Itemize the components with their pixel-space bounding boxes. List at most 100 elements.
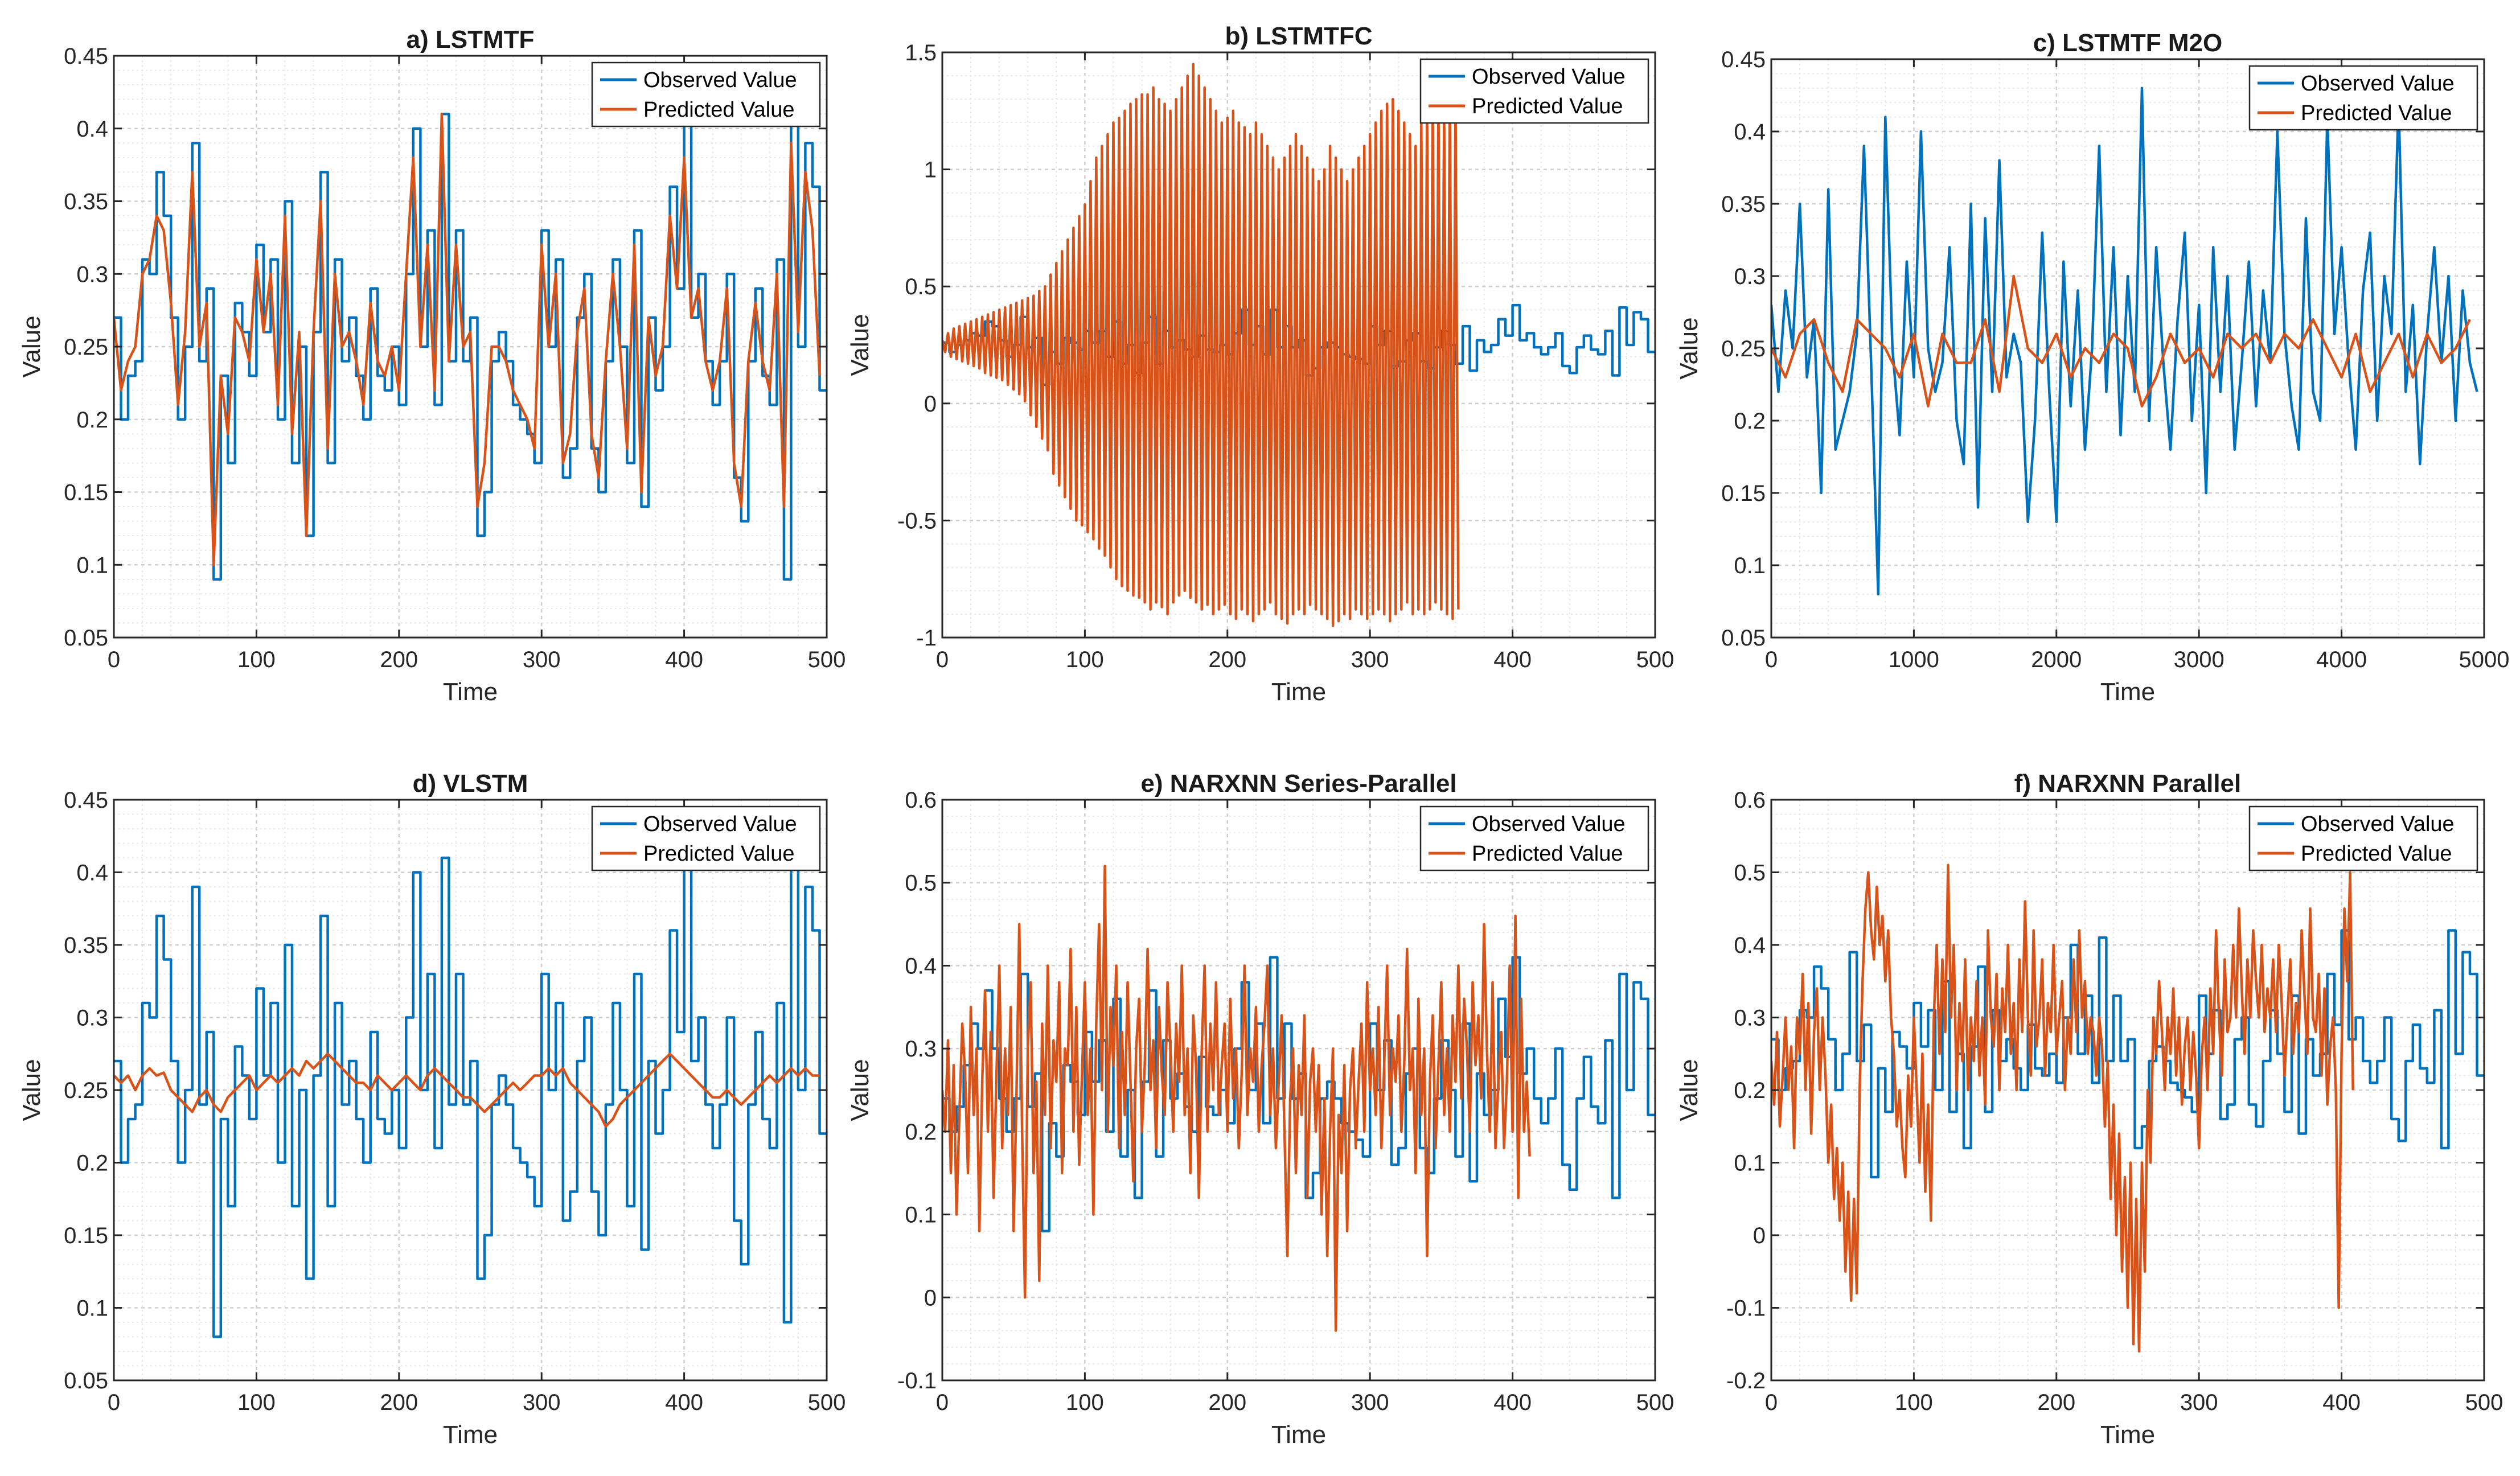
y-tick-label: 0.25 (1721, 336, 1766, 361)
x-tick-label: 100 (237, 647, 276, 672)
y-tick-label: 0.05 (1721, 626, 1766, 651)
x-axis-label: Time (1271, 1421, 1326, 1449)
series-predicted (114, 1052, 820, 1128)
y-tick-label: 0.35 (64, 190, 108, 215)
x-tick-label: 5000 (2459, 647, 2510, 672)
x-tick-label: 0 (936, 647, 949, 672)
x-tick-label: 300 (1351, 647, 1389, 672)
legend-label-observed: Observed Value (2301, 812, 2455, 836)
y-tick-label: -0.5 (897, 508, 937, 533)
y-axis-label: Value (1675, 317, 1703, 379)
y-tick-label: 0.2 (76, 1151, 108, 1176)
y-tick-label: 0.1 (1734, 1151, 1766, 1176)
y-tick-label: 0 (924, 392, 937, 417)
y-tick-label: 1 (924, 158, 937, 183)
panel-title: a) LSTMTF (407, 26, 535, 54)
y-tick-label: 0.6 (905, 788, 937, 813)
x-tick-label: 400 (665, 647, 703, 672)
axes-frame (941, 799, 1656, 1382)
y-tick-label: 0.3 (76, 262, 108, 287)
y-tick-label: 0.3 (905, 1037, 937, 1062)
legend: Observed Value Predicted Value (2248, 805, 2478, 871)
y-tick-label: 0.5 (1734, 861, 1766, 886)
x-tick-label: 100 (237, 1390, 276, 1415)
x-tick-label: 500 (808, 647, 846, 672)
series-predicted (114, 112, 821, 566)
x-axis-label: Time (443, 1421, 498, 1449)
legend-label-observed: Observed Value (643, 812, 797, 836)
x-tick-label: 0 (936, 1390, 949, 1415)
y-tick-label: -0.1 (1726, 1296, 1766, 1321)
x-tick-label: 400 (665, 1390, 703, 1415)
x-tick-label: 400 (1493, 647, 1532, 672)
y-tick-label: 0.3 (76, 1006, 108, 1031)
y-axis-label: Value (1675, 1059, 1703, 1121)
y-tick-label: 0.15 (64, 1223, 108, 1248)
series-observed (1771, 929, 2484, 1179)
y-tick-label: 0.2 (1734, 409, 1766, 434)
x-tick-label: 1000 (1889, 647, 1939, 672)
y-tick-label: 0.05 (64, 1368, 108, 1393)
y-tick-label: 0.2 (1734, 1078, 1766, 1103)
y-tick-label: 0.4 (76, 117, 108, 142)
y-tick-label: 0.4 (905, 953, 937, 978)
legend-box (591, 805, 821, 871)
legend: Observed Value Predicted Value (2248, 65, 2478, 131)
series-observed (1771, 87, 2478, 596)
y-tick-label: 0.4 (1734, 120, 1766, 145)
x-tick-label: 200 (1208, 647, 1246, 672)
x-tick-label: 300 (1351, 1390, 1389, 1415)
series-predicted (942, 865, 1531, 1332)
series-predicted (1771, 274, 2472, 408)
y-axis-label: Value (18, 1059, 46, 1121)
y-tick-label: 0.25 (64, 1078, 108, 1103)
x-tick-label: 0 (1765, 647, 1778, 672)
x-tick-label: 400 (1493, 1390, 1532, 1415)
legend-label-predicted: Predicted Value (1472, 842, 1623, 866)
x-axis-label: Time (1271, 678, 1326, 706)
panel-f: 0 100 200 300 400 500 -0.2 -0.1 0 0.1 0.2 0.3 0.4 0.5… (1675, 770, 2503, 1449)
y-tick-label: 0.45 (64, 788, 108, 813)
y-tick-label: 0 (1753, 1223, 1766, 1248)
x-tick-label: 200 (1208, 1390, 1246, 1415)
y-tick-label: 0.45 (64, 44, 108, 69)
legend-box (1419, 805, 1649, 871)
x-tick-label: 100 (1066, 647, 1104, 672)
x-tick-label: 300 (523, 647, 561, 672)
y-axis-label: Value (18, 315, 46, 377)
panel-e: 0 100 200 300 400 500-0.100.10.20.30.40.50.6e… (846, 770, 1674, 1449)
series-predicted (942, 63, 1460, 627)
y-tick-label: 1.5 (905, 40, 937, 65)
series-predicted (1771, 864, 2354, 1353)
legend: Observed Value Predicted Value (1419, 58, 1649, 124)
legend-label-predicted: Predicted Value (2301, 842, 2452, 866)
y-tick-label: 0.05 (64, 626, 108, 651)
x-tick-label: 300 (523, 1390, 561, 1415)
y-tick-label: 0.6 (1734, 788, 1766, 813)
y-tick-label: 0.1 (1734, 553, 1766, 578)
legend: Observed Value Predicted Value (591, 61, 821, 128)
y-axis-label: Value (846, 314, 874, 376)
panel-b: 0 100 200 300 400 500 -1 -0.5 0 0.5 1 1.5 b) LSTMTFC… (846, 22, 1674, 706)
x-tick-label: 300 (2180, 1390, 2218, 1415)
legend-box (1419, 58, 1649, 124)
x-tick-label: 3000 (2174, 647, 2225, 672)
legend-label-predicted: Predicted Value (643, 842, 794, 866)
legend: Observed Value Predicted Value (1419, 805, 1649, 871)
x-tick-label: 0 (1765, 1390, 1778, 1415)
panel-title: c) LSTMTF M2O (2033, 29, 2222, 57)
x-tick-label: 500 (1636, 1390, 1674, 1415)
y-tick-label: 0 (924, 1285, 937, 1310)
x-tick-label: 200 (380, 1390, 418, 1415)
x-tick-label: 500 (2465, 1390, 2503, 1415)
panel-c: 0 1000 2000 3000 4000 5000 0.05 0.1 0.15 0.2 0.25 0… (1675, 29, 2509, 706)
x-tick-label: 2000 (2031, 647, 2082, 672)
y-tick-label: 0.35 (1721, 192, 1766, 217)
panel-d: 0 100 200 300 400 500 0.05 0.1 0.15 0.2 0.25 0.3 0.3… (18, 770, 846, 1449)
legend-label-observed: Observed Value (1472, 65, 1626, 89)
legend: Observed Value Predicted Value (591, 805, 821, 871)
y-tick-label: 0.35 (64, 933, 108, 958)
x-tick-label: 500 (1636, 647, 1674, 672)
x-tick-label: 100 (1895, 1390, 1933, 1415)
